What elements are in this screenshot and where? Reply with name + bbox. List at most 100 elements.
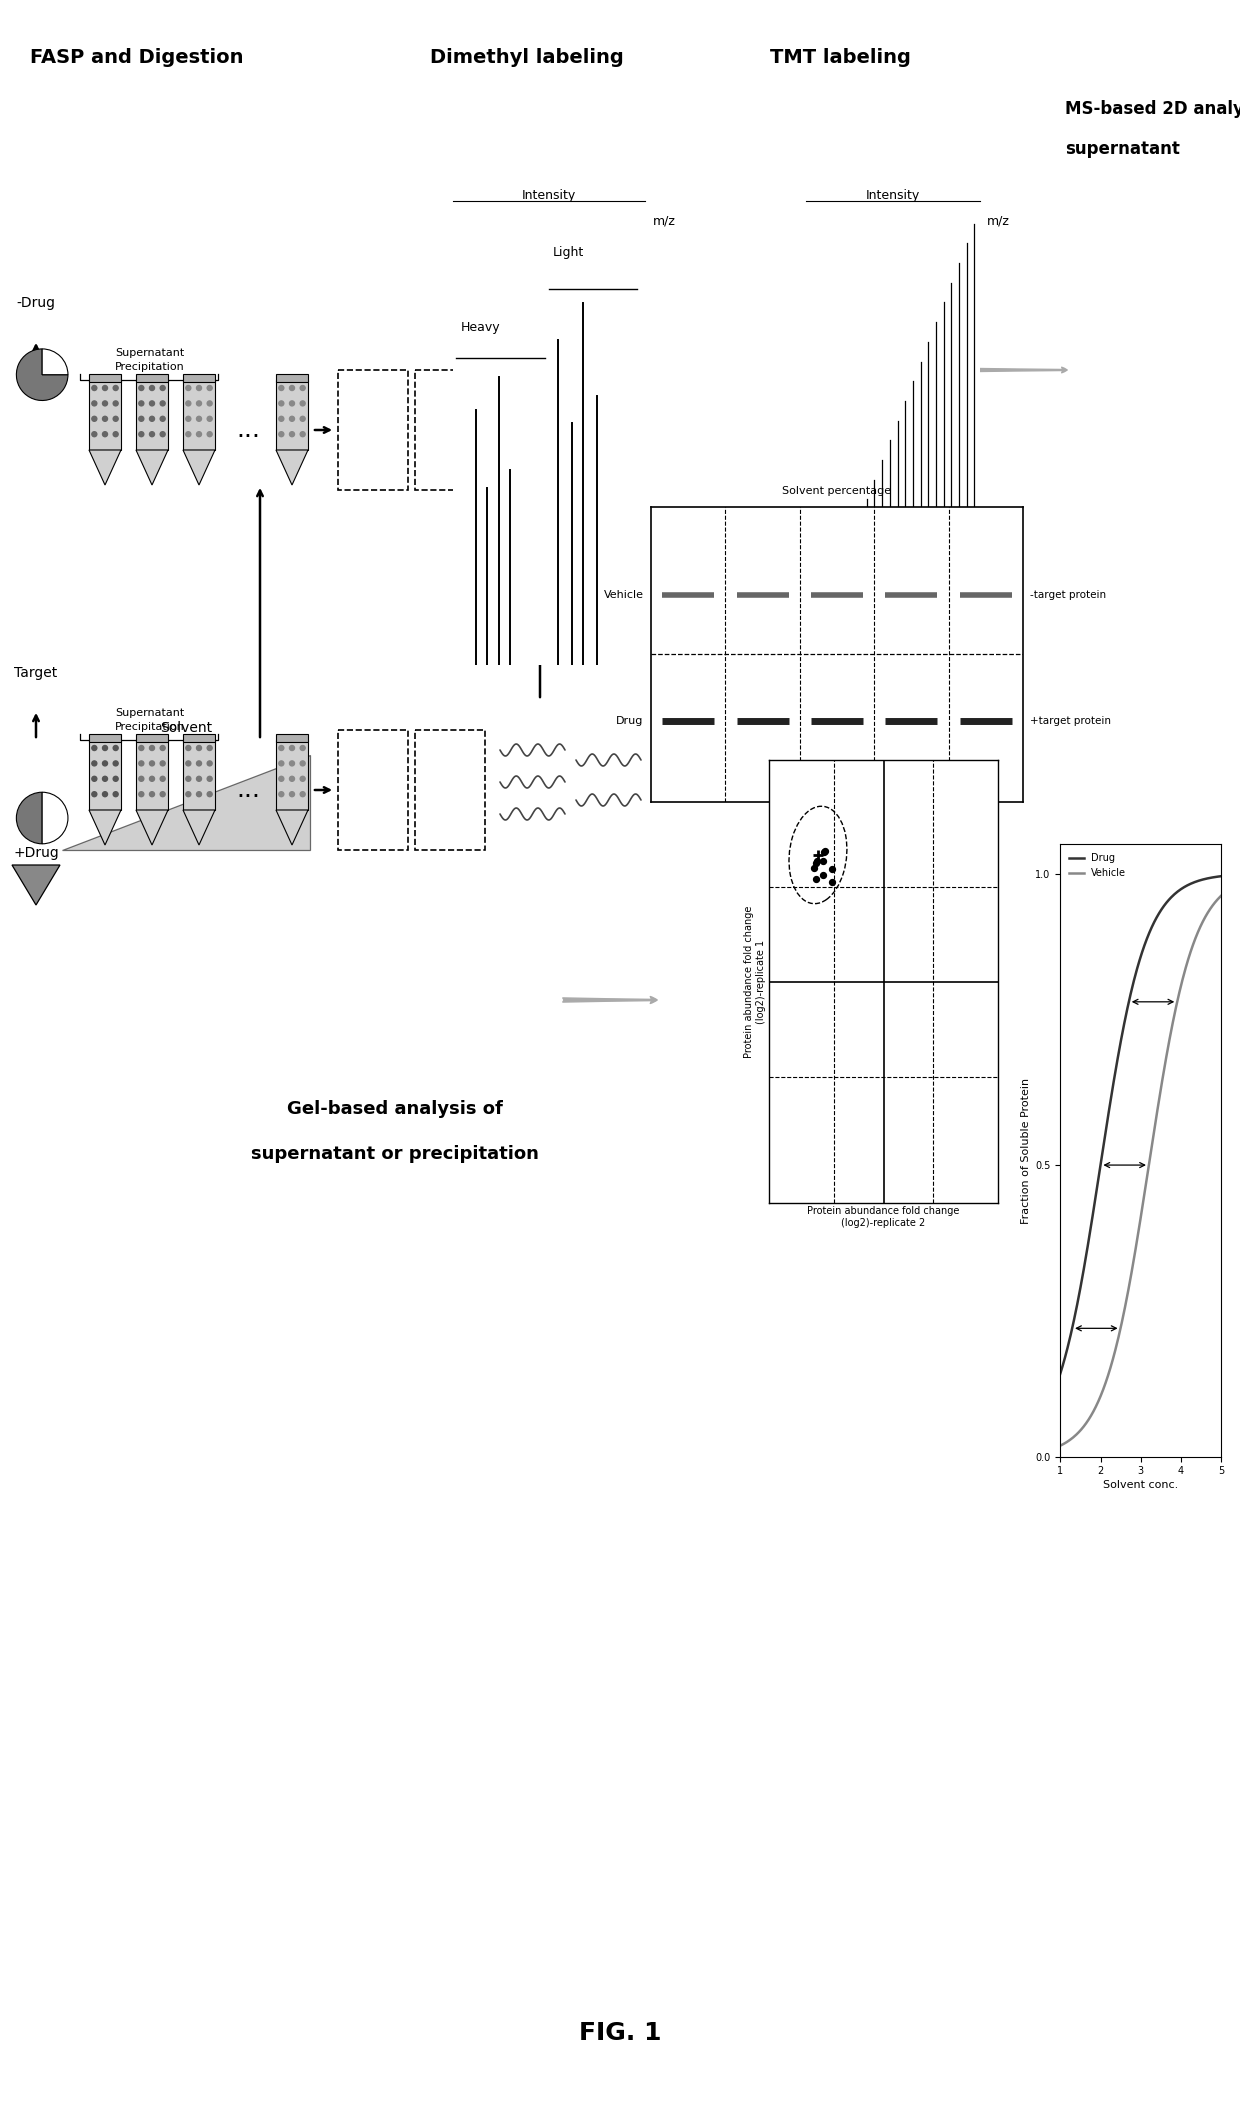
FancyBboxPatch shape (339, 369, 408, 490)
Point (813, 857, 833, 891)
Circle shape (186, 416, 191, 422)
Circle shape (139, 792, 144, 796)
Circle shape (186, 777, 191, 781)
X-axis label: Solvent conc.: Solvent conc. (1104, 1480, 1178, 1490)
Circle shape (139, 416, 144, 422)
Circle shape (207, 416, 212, 422)
Circle shape (207, 745, 212, 752)
Bar (136, 374, 167, 382)
Circle shape (196, 745, 201, 752)
Circle shape (103, 777, 108, 781)
Bar (89, 380, 122, 450)
Circle shape (150, 792, 155, 796)
Circle shape (160, 760, 165, 766)
Circle shape (160, 792, 165, 796)
Circle shape (279, 401, 284, 405)
Wedge shape (16, 792, 42, 844)
X-axis label: Protein abundance fold change
(log2)-replicate 2: Protein abundance fold change (log2)-rep… (807, 1205, 960, 1229)
Circle shape (207, 792, 212, 796)
Text: Target: Target (15, 665, 57, 680)
Polygon shape (136, 450, 167, 486)
Point (804, 851, 823, 885)
Circle shape (92, 745, 97, 752)
Circle shape (160, 386, 165, 391)
Text: MS-based 2D analysis of: MS-based 2D analysis of (1065, 99, 1240, 118)
Circle shape (186, 386, 191, 391)
Text: Supernatant: Supernatant (115, 707, 185, 718)
Circle shape (92, 777, 97, 781)
Polygon shape (277, 450, 308, 486)
FancyBboxPatch shape (415, 730, 485, 851)
Circle shape (300, 777, 305, 781)
Bar (136, 735, 167, 741)
Bar (136, 380, 167, 450)
Circle shape (207, 386, 212, 391)
Polygon shape (89, 811, 122, 844)
Circle shape (196, 386, 201, 391)
Circle shape (139, 386, 144, 391)
Circle shape (186, 745, 191, 752)
Circle shape (113, 433, 118, 437)
Circle shape (113, 777, 118, 781)
Circle shape (113, 386, 118, 391)
Circle shape (279, 386, 284, 391)
Text: supernatant or precipitation: supernatant or precipitation (250, 1144, 539, 1163)
Text: supernatant: supernatant (1065, 139, 1180, 158)
Text: Supernatant: Supernatant (115, 348, 185, 359)
Circle shape (300, 416, 305, 422)
Circle shape (279, 745, 284, 752)
Text: Heavy: Heavy (460, 321, 500, 334)
Circle shape (92, 386, 97, 391)
Bar (89, 741, 122, 811)
Point (806, 861, 826, 895)
Bar (184, 735, 215, 741)
Circle shape (103, 386, 108, 391)
Circle shape (160, 745, 165, 752)
Circle shape (103, 401, 108, 405)
Circle shape (186, 792, 191, 796)
Circle shape (113, 745, 118, 752)
Polygon shape (184, 450, 215, 486)
Bar (89, 735, 122, 741)
Circle shape (186, 433, 191, 437)
Circle shape (207, 760, 212, 766)
Wedge shape (16, 348, 68, 401)
Point (812, 844, 832, 878)
Point (808, 838, 828, 872)
Point (822, 866, 842, 899)
Circle shape (92, 433, 97, 437)
Circle shape (160, 777, 165, 781)
Circle shape (113, 792, 118, 796)
Text: Gel-based analysis of: Gel-based analysis of (288, 1100, 503, 1119)
Text: TMT labeling: TMT labeling (770, 49, 911, 68)
Circle shape (186, 401, 191, 405)
Circle shape (92, 401, 97, 405)
Bar (277, 741, 308, 811)
Polygon shape (184, 811, 215, 844)
Point (813, 834, 833, 868)
Text: Drug: Drug (616, 716, 644, 726)
Circle shape (279, 792, 284, 796)
Text: Solvent percentage: Solvent percentage (782, 486, 892, 496)
Bar (277, 735, 308, 741)
Bar (277, 374, 308, 382)
Point (822, 853, 842, 887)
Polygon shape (62, 756, 310, 851)
Circle shape (196, 416, 201, 422)
Point (815, 834, 835, 868)
Circle shape (139, 777, 144, 781)
X-axis label: Intensity: Intensity (522, 190, 575, 203)
Point (807, 844, 827, 878)
Y-axis label: Fraction of Soluble Protein: Fraction of Soluble Protein (1021, 1077, 1030, 1224)
Circle shape (103, 745, 108, 752)
Circle shape (160, 433, 165, 437)
Circle shape (139, 745, 144, 752)
Wedge shape (42, 792, 68, 844)
Text: Precipitation: Precipitation (115, 722, 185, 733)
Circle shape (150, 777, 155, 781)
Circle shape (150, 401, 155, 405)
Circle shape (186, 760, 191, 766)
Circle shape (279, 433, 284, 437)
Circle shape (150, 386, 155, 391)
Circle shape (289, 401, 295, 405)
